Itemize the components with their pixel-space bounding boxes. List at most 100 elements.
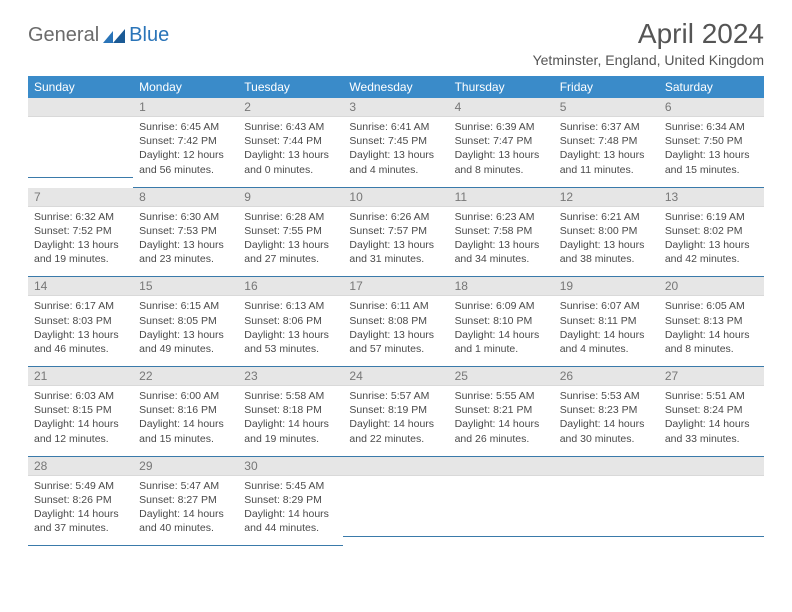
daylight-text: Daylight: 13 hours — [349, 238, 442, 252]
day-number: 21 — [28, 367, 133, 386]
calendar-row: 7 Sunrise: 6:32 AMSunset: 7:52 PM Daylight… — [28, 188, 764, 278]
daylight-text: Daylight: 14 hours — [455, 328, 548, 342]
daylight-text: Daylight: 13 hours — [560, 148, 653, 162]
sunset-text: Sunset: 8:11 PM — [560, 314, 653, 328]
sunset-text: Sunset: 7:45 PM — [349, 134, 442, 148]
daylight-text: Daylight: 13 hours — [244, 238, 337, 252]
day-cell: 7Sunrise: 6:32 AMSunset: 7:52 PMDaylight… — [28, 188, 133, 278]
calendar-cell — [449, 457, 554, 547]
daylight-text: and 27 minutes. — [244, 252, 337, 266]
sunset-text: Sunset: 8:18 PM — [244, 403, 337, 417]
daylight-text: and 4 minutes. — [560, 342, 653, 356]
day-cell: 20Sunrise: 6:05 AMSunset: 8:13 PMDayligh… — [659, 277, 764, 367]
day-body: Sunrise: 6:45 AMSunset: 7:42 PMDaylight:… — [133, 117, 238, 187]
sunrise-text: Sunrise: 5:45 AM — [244, 479, 337, 493]
day-body: Sunrise: 6:28 AMSunset: 7:55 PMDaylight:… — [238, 207, 343, 277]
daylight-text: Daylight: 14 hours — [244, 417, 337, 431]
day-cell: 8Sunrise: 6:30 AMSunset: 7:53 PMDaylight… — [133, 188, 238, 278]
day-number: 30 — [238, 457, 343, 476]
day-number: 22 — [133, 367, 238, 386]
daylight-text: Daylight: 13 hours — [665, 238, 758, 252]
weekday-header: Monday — [133, 76, 238, 98]
sunrise-text: Sunrise: 6:09 AM — [455, 299, 548, 313]
calendar-cell — [343, 457, 448, 547]
sunrise-text: Sunrise: 6:43 AM — [244, 120, 337, 134]
weekday-header: Saturday — [659, 76, 764, 98]
day-number: 29 — [133, 457, 238, 476]
sunrise-text: Sunrise: 6:32 AM — [34, 210, 127, 224]
daylight-text: Daylight: 14 hours — [349, 417, 442, 431]
calendar-cell: 11Sunrise: 6:23 AMSunset: 7:58 PMDayligh… — [449, 188, 554, 278]
day-body: Sunrise: 5:55 AMSunset: 8:21 PMDaylight:… — [449, 386, 554, 456]
day-body — [28, 117, 133, 177]
calendar-row: 21Sunrise: 6:03 AMSunset: 8:15 PMDayligh… — [28, 367, 764, 457]
calendar-cell: 30Sunrise: 5:45 AMSunset: 8:29 PMDayligh… — [238, 457, 343, 547]
day-cell: 6Sunrise: 6:34 AMSunset: 7:50 PMDaylight… — [659, 98, 764, 188]
daylight-text: and 15 minutes. — [665, 163, 758, 177]
sunrise-text: Sunrise: 6:13 AM — [244, 299, 337, 313]
day-number: 5 — [554, 98, 659, 117]
daylight-text: Daylight: 13 hours — [455, 238, 548, 252]
daylight-text: and 31 minutes. — [349, 252, 442, 266]
day-body: Sunrise: 6:15 AMSunset: 8:05 PMDaylight:… — [133, 296, 238, 366]
sunset-text: Sunset: 8:08 PM — [349, 314, 442, 328]
sunset-text: Sunset: 8:16 PM — [139, 403, 232, 417]
sunrise-text: Sunrise: 6:21 AM — [560, 210, 653, 224]
daylight-text: and 23 minutes. — [139, 252, 232, 266]
day-body: Sunrise: 5:47 AMSunset: 8:27 PMDaylight:… — [133, 476, 238, 546]
daylight-text: Daylight: 14 hours — [560, 328, 653, 342]
sunset-text: Sunset: 7:55 PM — [244, 224, 337, 238]
sunrise-text: Sunrise: 6:37 AM — [560, 120, 653, 134]
day-body: Sunrise: 6:23 AMSunset: 7:58 PMDaylight:… — [449, 207, 554, 277]
daylight-text: and 46 minutes. — [34, 342, 127, 356]
sunset-text: Sunset: 8:10 PM — [455, 314, 548, 328]
weekday-header: Wednesday — [343, 76, 448, 98]
daylight-text: Daylight: 13 hours — [665, 148, 758, 162]
day-number: 26 — [554, 367, 659, 386]
calendar-cell: 28Sunrise: 5:49 AMSunset: 8:26 PMDayligh… — [28, 457, 133, 547]
weekday-header-row: Sunday Monday Tuesday Wednesday Thursday… — [28, 76, 764, 98]
daylight-text: Daylight: 13 hours — [34, 328, 127, 342]
calendar-cell: 5Sunrise: 6:37 AMSunset: 7:48 PMDaylight… — [554, 98, 659, 188]
day-body: Sunrise: 6:43 AMSunset: 7:44 PMDaylight:… — [238, 117, 343, 187]
day-body — [554, 476, 659, 536]
brand-mark-icon — [103, 29, 125, 43]
calendar-cell: 3Sunrise: 6:41 AMSunset: 7:45 PMDaylight… — [343, 98, 448, 188]
daylight-text: and 34 minutes. — [455, 252, 548, 266]
calendar-table: Sunday Monday Tuesday Wednesday Thursday… — [28, 76, 764, 546]
day-cell: 14Sunrise: 6:17 AMSunset: 8:03 PMDayligh… — [28, 277, 133, 367]
day-number: 25 — [449, 367, 554, 386]
calendar-cell: 1Sunrise: 6:45 AMSunset: 7:42 PMDaylight… — [133, 98, 238, 188]
brand-text-1: General — [28, 24, 99, 47]
calendar-cell: 9Sunrise: 6:28 AMSunset: 7:55 PMDaylight… — [238, 188, 343, 278]
day-number: 14 — [28, 277, 133, 296]
day-cell — [554, 457, 659, 537]
day-cell — [28, 98, 133, 178]
sunrise-text: Sunrise: 6:23 AM — [455, 210, 548, 224]
calendar-page: General Blue April 2024 Yetminster, Engl… — [0, 0, 792, 566]
day-cell: 29Sunrise: 5:47 AMSunset: 8:27 PMDayligh… — [133, 457, 238, 547]
day-number: 7 — [28, 188, 133, 207]
day-body: Sunrise: 6:03 AMSunset: 8:15 PMDaylight:… — [28, 386, 133, 456]
daylight-text: and 38 minutes. — [560, 252, 653, 266]
sunrise-text: Sunrise: 5:53 AM — [560, 389, 653, 403]
day-number: 24 — [343, 367, 448, 386]
sunset-text: Sunset: 7:42 PM — [139, 134, 232, 148]
sunset-text: Sunset: 8:27 PM — [139, 493, 232, 507]
day-body: Sunrise: 6:17 AMSunset: 8:03 PMDaylight:… — [28, 296, 133, 366]
sunset-text: Sunset: 8:19 PM — [349, 403, 442, 417]
calendar-cell: 4Sunrise: 6:39 AMSunset: 7:47 PMDaylight… — [449, 98, 554, 188]
sunrise-text: Sunrise: 6:05 AM — [665, 299, 758, 313]
sunrise-text: Sunrise: 6:03 AM — [34, 389, 127, 403]
day-number: 1 — [133, 98, 238, 117]
calendar-cell: 20Sunrise: 6:05 AMSunset: 8:13 PMDayligh… — [659, 277, 764, 367]
daylight-text: and 11 minutes. — [560, 163, 653, 177]
sunrise-text: Sunrise: 6:39 AM — [455, 120, 548, 134]
daylight-text: Daylight: 14 hours — [560, 417, 653, 431]
sunset-text: Sunset: 7:52 PM — [34, 224, 127, 238]
weekday-header: Friday — [554, 76, 659, 98]
day-number: 12 — [554, 188, 659, 207]
daylight-text: Daylight: 13 hours — [139, 328, 232, 342]
day-number: 16 — [238, 277, 343, 296]
daylight-text: and 44 minutes. — [244, 521, 337, 535]
